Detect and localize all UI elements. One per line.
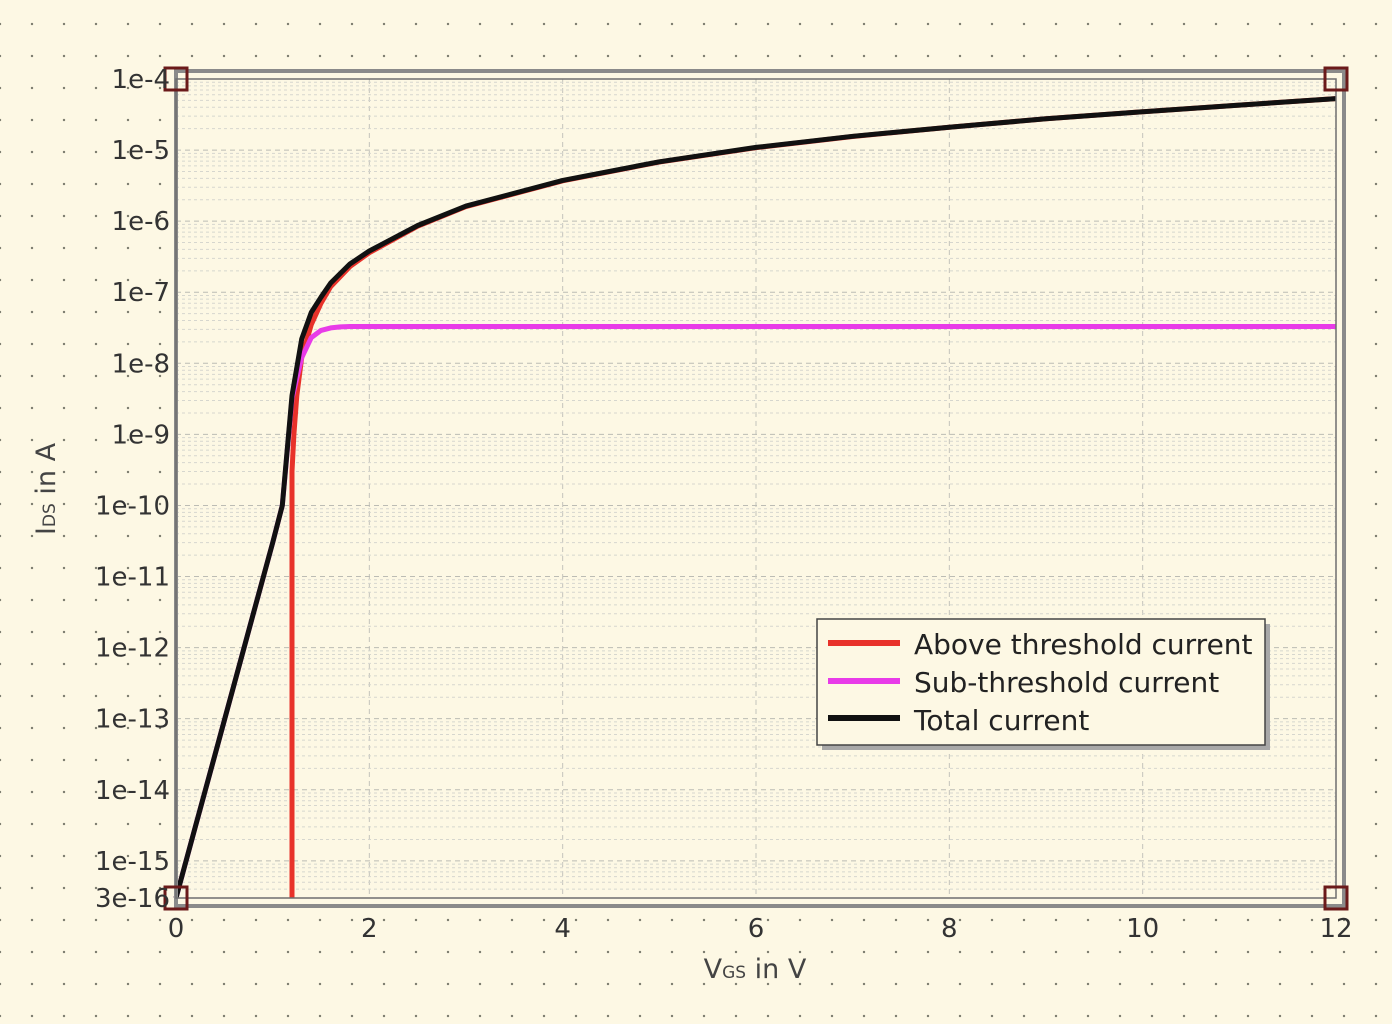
x-tick-label: 12 (1319, 914, 1352, 944)
y-tick-label: 1e-6 (112, 207, 170, 237)
corner-handle-top-left[interactable] (163, 66, 189, 92)
y-tick-label: 1e-9 (112, 420, 170, 450)
x-tick-label: 4 (554, 914, 571, 944)
series-line-total (173, 96, 1337, 899)
legend-label-above-threshold: Above threshold current (914, 628, 1253, 661)
y-tick-label: 1e-5 (112, 136, 170, 166)
y-tick-label: 1e-11 (95, 563, 170, 593)
y-tick-label: 1e-15 (95, 847, 170, 877)
corner-handle-top-right[interactable] (1323, 66, 1349, 92)
x-tick-label: 6 (748, 914, 765, 944)
corner-handle-bottom-left[interactable] (163, 885, 189, 911)
corner-handle-bottom-right[interactable] (1323, 885, 1349, 911)
y-tick-label: 3e-16 (95, 884, 170, 914)
x-tick-label: 10 (1126, 914, 1159, 944)
y-tick-label: 1e-4 (112, 65, 170, 95)
legend-label-sub-threshold: Sub-threshold current (914, 666, 1219, 699)
y-tick-label: 1e-7 (112, 278, 170, 308)
x-tick-labels: 0 2 4 6 8 10 12 (168, 914, 1353, 944)
y-tick-label: 1e-14 (95, 776, 170, 806)
y-tick-label: 1e-8 (112, 349, 170, 379)
corner-handles[interactable] (163, 66, 1349, 911)
x-tick-label: 2 (361, 914, 378, 944)
legend-label-total: Total current (913, 704, 1089, 737)
x-axis-label: VGS in V (704, 954, 807, 985)
legend[interactable]: Above threshold current Sub-threshold cu… (816, 618, 1270, 750)
x-tick-label: 0 (168, 914, 185, 944)
x-tick-label: 8 (941, 914, 958, 944)
series-lines (173, 96, 1337, 899)
y-tick-label: 1e-13 (95, 705, 170, 735)
y-tick-label: 1e-12 (95, 634, 170, 664)
y-tick-label: 1e-10 (95, 491, 170, 521)
y-tick-labels: 1e-4 1e-5 1e-6 1e-7 1e-8 1e-9 1e-10 1e-11 1e-12 1… (95, 65, 170, 914)
y-axis-label: IDS in A (31, 442, 62, 535)
plot-border (175, 78, 1337, 899)
